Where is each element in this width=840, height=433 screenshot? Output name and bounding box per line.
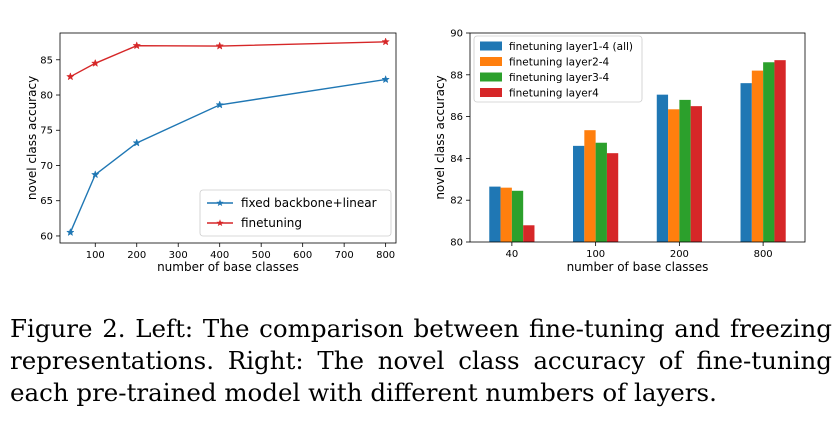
x-tick-label: 600 — [293, 250, 312, 261]
bar — [573, 145, 585, 242]
legend-label: finetuning layer4 — [509, 88, 599, 100]
bar — [489, 186, 501, 242]
data-point-marker — [381, 37, 390, 46]
y-tick-label: 82 — [450, 196, 463, 207]
y-tick-label: 90 — [450, 29, 463, 40]
bar — [740, 83, 752, 242]
y-tick-label: 88 — [450, 70, 463, 81]
y-tick-label: 80 — [40, 91, 53, 102]
data-point-marker — [215, 41, 224, 50]
x-tick-label: 700 — [335, 250, 354, 261]
data-point-marker — [66, 72, 75, 81]
legend-marker — [216, 219, 224, 227]
bar — [656, 94, 669, 242]
series-line — [70, 41, 386, 78]
y-tick-label: 70 — [40, 161, 53, 172]
y-tick-label: 85 — [40, 55, 53, 66]
x-tick-label: 40 — [506, 249, 519, 260]
data-point-marker — [215, 100, 224, 109]
data-point-marker — [66, 227, 75, 237]
x-tick-label: 300 — [169, 250, 188, 261]
legend-label: finetuning — [241, 216, 302, 230]
y-axis-label: novel class accuracy — [433, 75, 447, 199]
x-axis-label: number of base classes — [157, 260, 299, 274]
data-point-marker — [132, 41, 142, 50]
y-tick-label: 84 — [450, 154, 463, 165]
x-tick-label: 500 — [252, 250, 271, 261]
right-chart: 40 100 200 800 80 82 84 86 88 90 number of base cl… — [433, 29, 806, 274]
x-tick-label: 800 — [754, 249, 773, 260]
bar — [668, 109, 680, 242]
data-point-marker — [132, 138, 142, 147]
data-point-marker — [381, 74, 390, 84]
bar — [584, 130, 596, 242]
y-tick-label: 60 — [40, 231, 53, 242]
x-axis-label: number of base classes — [567, 260, 709, 274]
left-chart: 100 200 300 400 500 600 700 800 60 65 70 75 80 85 numb… — [25, 32, 397, 274]
legend-swatch — [480, 41, 502, 51]
bar — [751, 70, 764, 243]
bar — [606, 153, 619, 242]
x-tick-label: 200 — [127, 250, 146, 261]
y-axis-label: novel class accuracy — [25, 76, 39, 200]
bar — [763, 62, 775, 243]
bar — [774, 60, 786, 242]
bar — [500, 187, 512, 242]
x-tick-label: 800 — [376, 250, 395, 261]
figure-caption: Figure 2. Left: The comparison between f… — [10, 314, 832, 407]
data-point-marker — [90, 58, 100, 67]
data-point-marker — [90, 170, 100, 179]
x-tick-label: 200 — [670, 249, 689, 260]
plot-frame — [59, 32, 397, 244]
bar — [595, 142, 607, 242]
bar — [523, 225, 535, 242]
legend-label: fixed backbone+linear — [241, 196, 377, 210]
legend-swatch — [480, 72, 502, 82]
legend-marker — [216, 199, 224, 207]
legend-swatch — [480, 57, 502, 66]
legend-label: finetuning layer1-4 (all) — [509, 41, 633, 53]
x-tick-label: 100 — [86, 250, 105, 261]
x-tick-label: 100 — [586, 249, 605, 260]
legend-label: finetuning layer2-4 — [509, 57, 610, 69]
legend-label: finetuning layer3-4 — [509, 72, 610, 84]
y-tick-label: 75 — [40, 126, 53, 137]
plot-frame — [469, 32, 806, 243]
bar — [690, 106, 702, 243]
x-tick-label: 400 — [210, 250, 229, 261]
y-tick-label: 80 — [450, 238, 463, 249]
legend-swatch — [480, 88, 502, 97]
bar — [511, 190, 524, 242]
legend-box — [199, 189, 392, 237]
bar — [679, 99, 691, 242]
legend-box — [473, 35, 643, 103]
y-tick-label: 65 — [40, 196, 53, 207]
y-tick-label: 86 — [450, 112, 463, 123]
